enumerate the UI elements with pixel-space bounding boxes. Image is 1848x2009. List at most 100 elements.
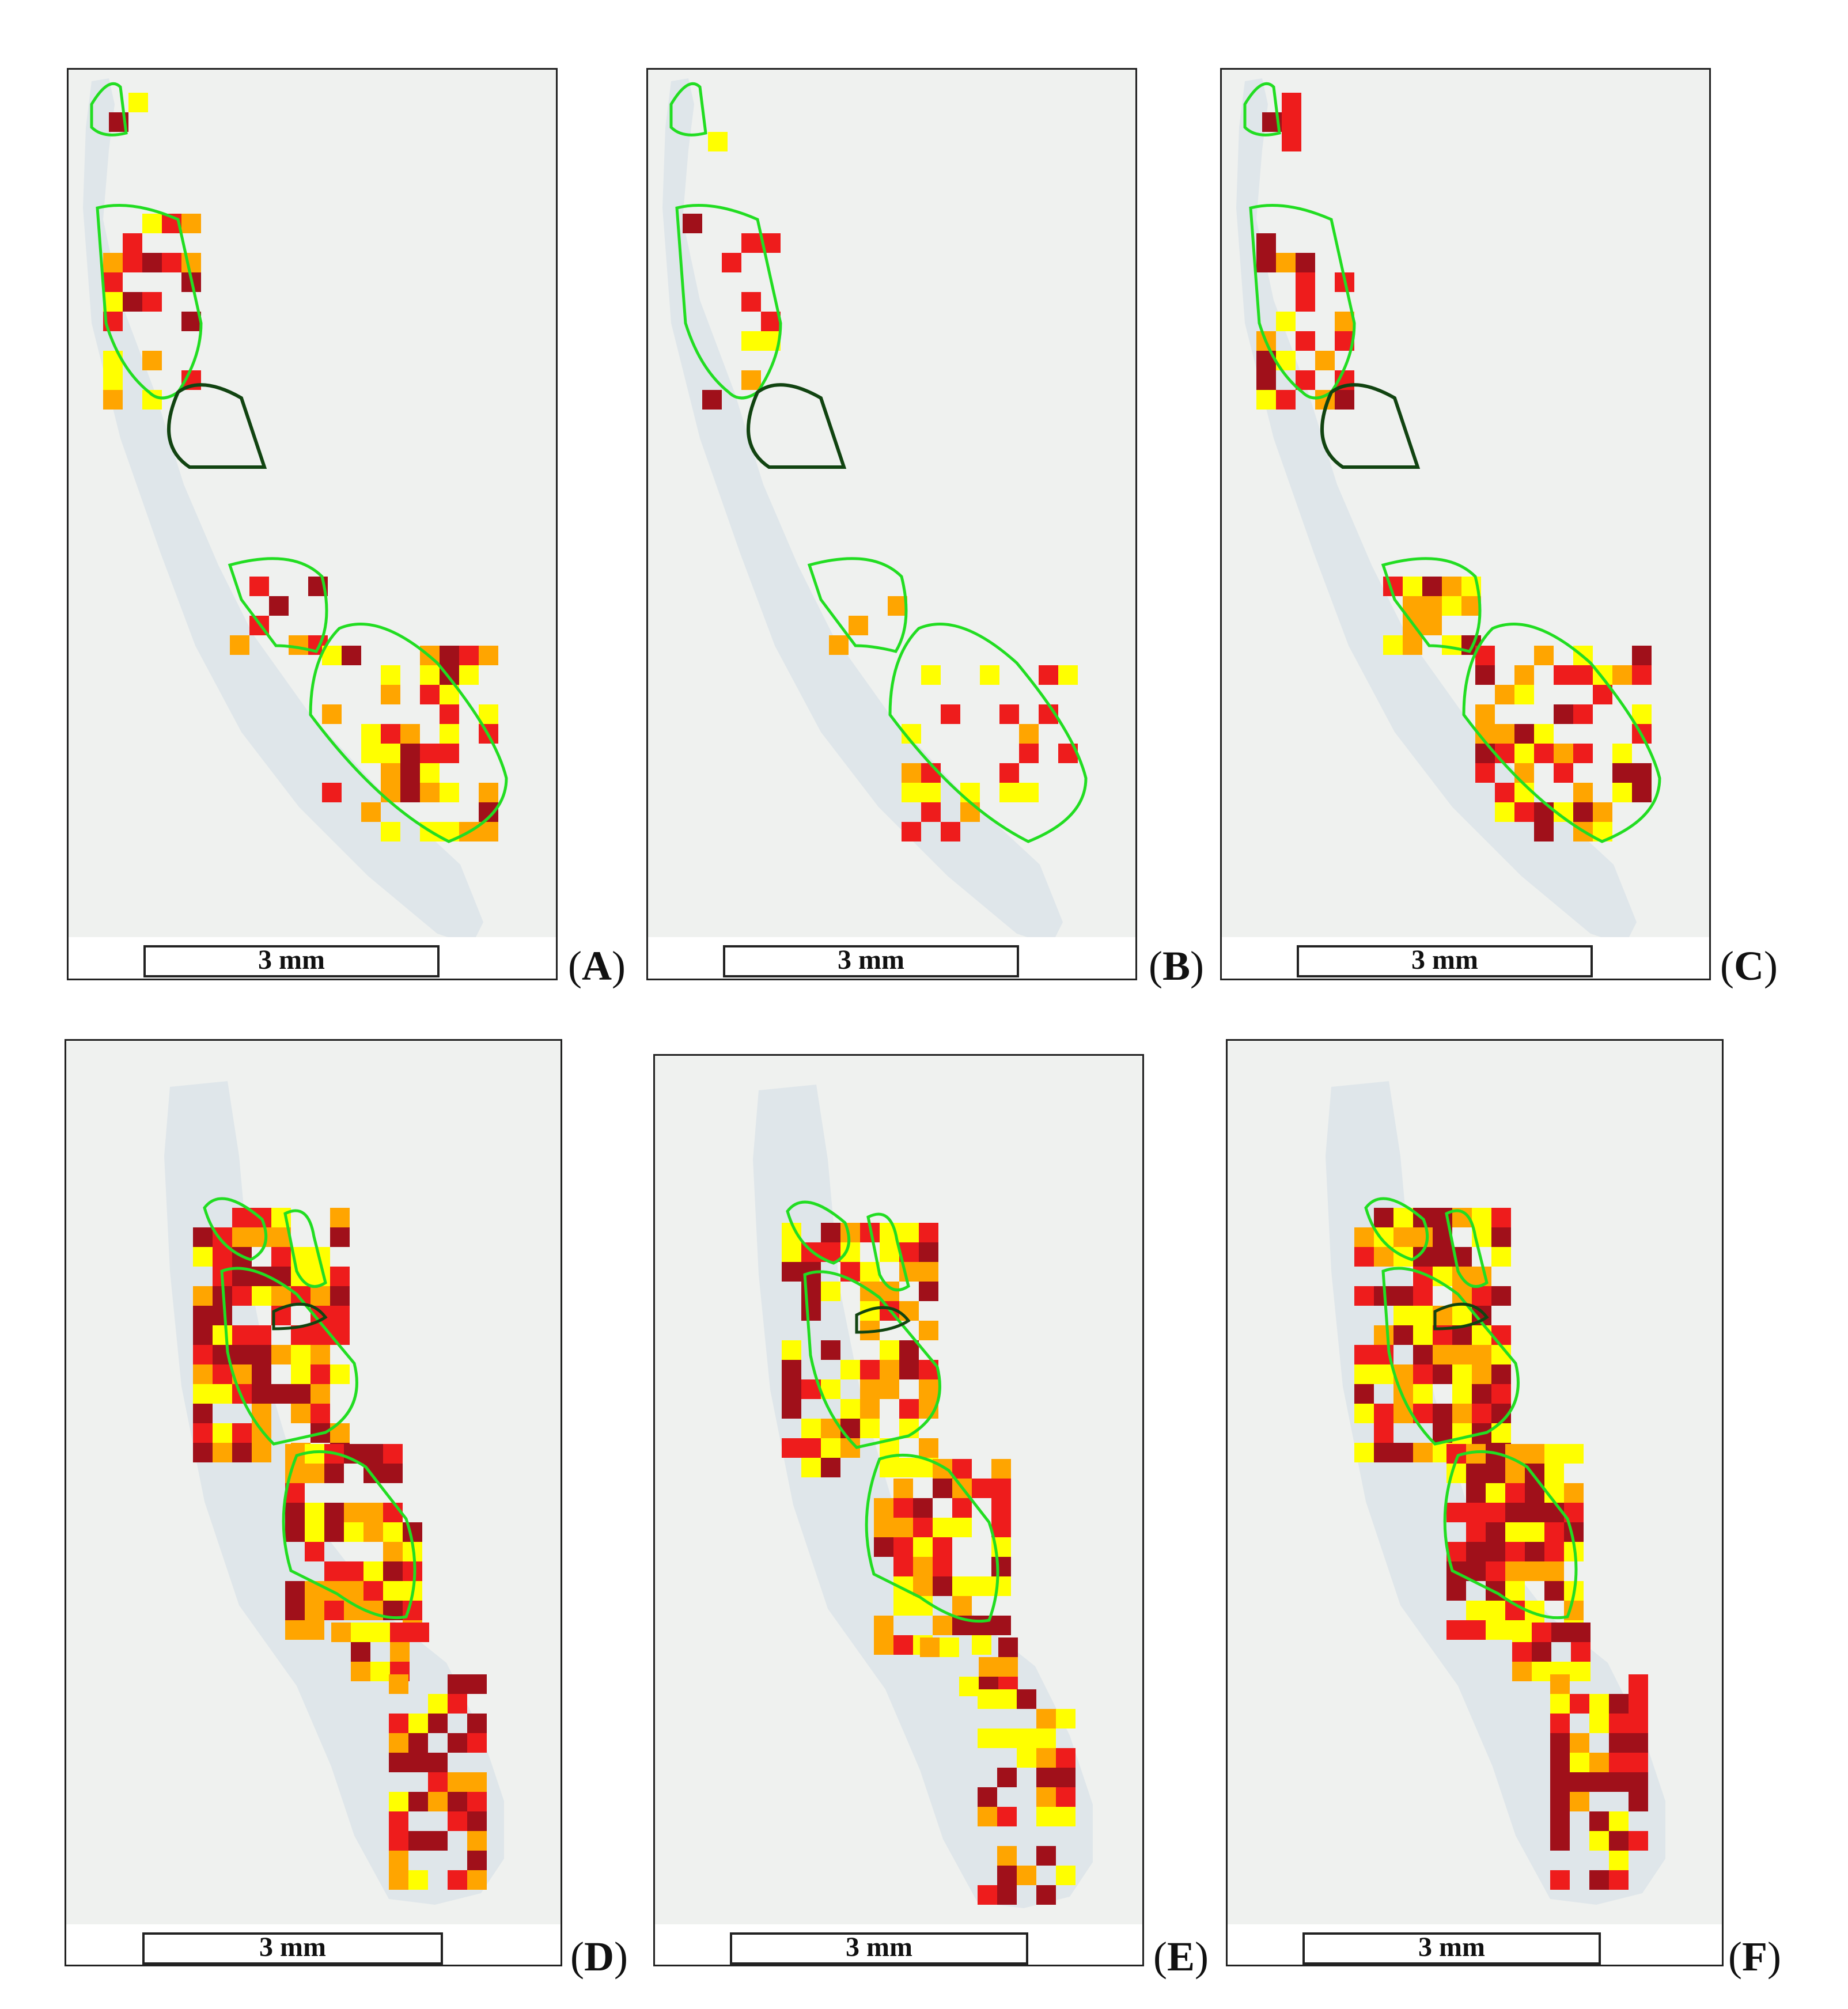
heat-cell: [330, 1208, 350, 1227]
heat-cell: [1475, 665, 1495, 685]
tumor-outline: [866, 1212, 910, 1292]
heat-cell: [933, 1537, 952, 1557]
heat-cell: [997, 1689, 1017, 1709]
heat-cell: [128, 93, 148, 112]
heat-cell: [1374, 1325, 1393, 1345]
heat-cell: [1442, 635, 1461, 655]
heat-cell: [1491, 1384, 1511, 1404]
tumor-outline: [1433, 1302, 1489, 1331]
heat-cell: [801, 1458, 821, 1477]
heat-cell: [324, 1464, 344, 1483]
heat-cell: [271, 1384, 291, 1404]
heat-cell: [1571, 1642, 1591, 1662]
heat-cell: [1486, 1483, 1505, 1503]
heat-cell: [1256, 253, 1276, 272]
heat-cell: [410, 1623, 429, 1642]
heat-cell: [1514, 763, 1534, 783]
heat-cell: [291, 1404, 310, 1423]
heat-cell: [1354, 1286, 1374, 1306]
heat-cell: [1335, 390, 1354, 410]
heat-cell: [1505, 1464, 1525, 1483]
heat-cell: [305, 1601, 324, 1620]
heat-cell: [361, 724, 381, 744]
heat-cell: [921, 783, 941, 802]
heat-cell: [1525, 1561, 1544, 1581]
heat-cell: [440, 646, 459, 665]
heat-cell: [1393, 1208, 1413, 1227]
heat-cell: [1374, 1208, 1393, 1227]
heat-cell: [400, 744, 420, 763]
heat-cell: [351, 1662, 370, 1681]
heat-cell: [479, 646, 498, 665]
heat-cell: [722, 253, 741, 272]
heat-cell: [271, 1345, 291, 1364]
heat-cell: [232, 1443, 252, 1462]
heat-cell: [899, 1340, 919, 1360]
heat-cell: [1632, 646, 1652, 665]
heat-cell: [960, 802, 980, 822]
tumor-outline: [220, 1267, 358, 1446]
heat-cell: [874, 1616, 893, 1635]
heat-cell: [880, 1360, 899, 1379]
heat-cell: [193, 1364, 213, 1384]
heat-cell: [389, 1733, 408, 1753]
heat-cell: [1383, 635, 1403, 655]
heat-cell: [193, 1227, 213, 1247]
heat-cell: [363, 1561, 383, 1581]
heat-cell: [389, 1870, 408, 1890]
heat-cell: [230, 635, 249, 655]
panel-label-b: (B): [1149, 943, 1204, 989]
tumor-outline: [1445, 1209, 1489, 1288]
heat-cell: [782, 1262, 801, 1282]
heat-cell: [1491, 1227, 1511, 1247]
heat-cell: [389, 1714, 408, 1733]
heat-cell: [1632, 704, 1652, 724]
tumor-outline: [309, 623, 508, 843]
heat-cell: [389, 1831, 408, 1851]
heat-cell: [683, 214, 702, 233]
scale-bar: 3 mm: [143, 945, 440, 977]
heat-cell: [1505, 1503, 1525, 1522]
heat-cell: [991, 1479, 1011, 1498]
heat-cell: [1017, 1866, 1036, 1885]
heat-cell: [305, 1503, 324, 1522]
heat-cell: [1514, 802, 1534, 822]
heat-cell: [999, 763, 1019, 783]
heat-cell: [324, 1503, 344, 1522]
heat-cell: [899, 1458, 919, 1477]
heat-cell: [1550, 1674, 1570, 1694]
heat-cell: [1514, 665, 1534, 685]
heat-cell: [902, 763, 921, 783]
heat-cell: [1609, 1733, 1629, 1753]
heat-cell: [252, 1384, 271, 1404]
heat-cell: [874, 1537, 893, 1557]
heat-cell: [1466, 1483, 1486, 1503]
heat-cell: [193, 1423, 213, 1443]
heat-cell: [1573, 744, 1593, 763]
heat-cell: [1609, 1753, 1629, 1772]
heat-cell: [381, 744, 400, 763]
heat-cell: [324, 1561, 344, 1581]
heat-cell: [370, 1623, 390, 1642]
heat-cell: [801, 1438, 821, 1458]
heat-cell: [741, 292, 761, 312]
heat-cell: [1413, 1325, 1433, 1345]
heat-cell: [344, 1561, 363, 1581]
heat-cell: [389, 1851, 408, 1870]
panel-a: 3 mm: [67, 68, 558, 980]
heat-cell: [959, 1677, 979, 1696]
heat-cell: [1393, 1443, 1413, 1462]
heat-cell: [344, 1581, 363, 1601]
heat-cell: [363, 1444, 383, 1464]
heat-cell: [1534, 646, 1554, 665]
heat-cell: [142, 390, 162, 410]
tumor-outline: [669, 82, 707, 137]
heat-cell: [1544, 1464, 1564, 1483]
heat-cell: [1505, 1542, 1525, 1561]
heat-cell: [142, 351, 162, 370]
heat-cell: [1609, 1694, 1629, 1714]
heat-cell: [1612, 783, 1632, 802]
heat-cell: [448, 1772, 467, 1792]
heat-cell: [1354, 1384, 1374, 1404]
heat-cell: [921, 802, 941, 822]
